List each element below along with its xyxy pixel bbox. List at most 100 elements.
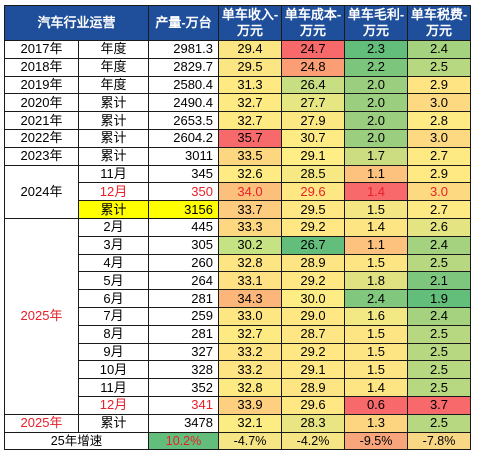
row-cost: 26.4 (281, 75, 345, 95)
growth-margin: -9.5% (344, 431, 408, 450)
row-group-label: 2024年 (4, 164, 79, 219)
row-output: 341 (148, 395, 219, 415)
row-output: 260 (148, 253, 219, 273)
row-tax: 2.5 (407, 342, 471, 362)
row-tax: 2.5 (407, 360, 471, 380)
row-margin: 0.6 (344, 395, 408, 415)
row-cost: 29.6 (281, 182, 345, 202)
row-cost: 29.2 (281, 342, 345, 362)
row-tax: 2.5 (407, 324, 471, 344)
row-revenue: 33.3 (218, 217, 282, 237)
table-row: 2019年 年度 2580.4 31.3 26.4 2.0 2.9 (4, 75, 471, 95)
row-output: 2604.2 (148, 128, 219, 148)
row-margin: 1.5 (344, 360, 408, 380)
table-row: 2023年 累计 3011 33.5 29.1 1.7 2.7 (4, 146, 471, 166)
row-cost: 27.7 (281, 93, 345, 113)
row-revenue: 29.4 (218, 40, 282, 59)
row-tax: 2.4 (407, 306, 471, 326)
row-period: 年度 (78, 40, 149, 59)
row-tax: 2.8 (407, 111, 471, 130)
row-cost: 30.7 (281, 128, 345, 148)
row-tax: 2.5 (407, 253, 471, 273)
row-tax: 2.4 (407, 40, 471, 59)
row-period: 6月 (78, 289, 149, 308)
row-cost: 29.1 (281, 360, 345, 380)
header-cost: 单车成本-万元 (281, 5, 345, 41)
row-output: 281 (148, 324, 219, 344)
row-output: 2490.4 (148, 93, 219, 113)
row-revenue: 33.9 (218, 395, 282, 415)
row-revenue: 33.0 (218, 306, 282, 326)
table-row: 累计 3156 33.7 29.5 1.5 2.7 (5, 200, 471, 219)
row-margin: 1.5 (344, 253, 408, 273)
row-period: 12月 (78, 182, 149, 202)
row-cost: 28.9 (281, 253, 345, 273)
row-margin: 2.4 (344, 289, 408, 308)
row-cost: 29.0 (281, 306, 345, 326)
row-output: 2981.3 (148, 40, 219, 59)
row-revenue: 32.7 (218, 93, 282, 113)
table-row: 10月 328 33.2 29.1 1.5 2.5 (5, 360, 471, 380)
row-period: 累计 (78, 93, 149, 113)
row-tax: 1.9 (407, 289, 471, 308)
row-tax: 2.5 (407, 57, 471, 77)
row-tax: 2.7 (407, 200, 471, 219)
row-margin: 1.5 (344, 342, 408, 362)
row-period: 2月 (78, 217, 149, 237)
table-row: 3月 305 30.2 26.7 1.1 2.4 (5, 235, 471, 255)
row-margin: 1.4 (344, 378, 408, 397)
table-row: 2024年 11月 345 32.6 28.5 1.1 2.9 (4, 164, 471, 219)
table-row: 9月 327 33.2 29.2 1.5 2.5 (5, 342, 471, 362)
row-margin: 1.1 (344, 164, 408, 184)
header-revenue: 单车收入-万元 (218, 5, 282, 41)
header-output: 产量-万台 (148, 5, 219, 41)
row-margin: 2.0 (344, 93, 408, 113)
growth-row: 25年增速 10.2% -4.7% -4.2% -9.5% -7.8% (4, 431, 471, 450)
row-period: 4月 (78, 253, 149, 273)
row-tax: 2.6 (407, 217, 471, 237)
row-group-label: 2018年 (4, 57, 79, 77)
row-tax: 3.7 (407, 395, 471, 415)
row-revenue: 30.2 (218, 235, 282, 255)
row-output: 2829.7 (148, 57, 219, 77)
row-period: 3月 (78, 235, 149, 255)
auto-industry-table-container: 汽车行业运营 产量-万台 单车收入-万元 单车成本-万元 单车毛利-万元 单车税… (4, 5, 471, 450)
row-margin: 1.1 (344, 235, 408, 255)
row-group-label: 2017年 (4, 40, 79, 59)
row-output: 305 (148, 235, 219, 255)
growth-tax: -7.8% (407, 431, 471, 450)
row-revenue: 32.6 (218, 164, 282, 184)
row-period: 累计 (78, 128, 149, 148)
row-tax: 3.0 (407, 128, 471, 148)
row-period: 9月 (78, 342, 149, 362)
row-output: 259 (148, 306, 219, 326)
row-margin: 1.5 (344, 200, 408, 219)
row-tax: 2.5 (407, 378, 471, 397)
growth-cost: -4.2% (281, 431, 345, 450)
row-cost: 28.9 (281, 378, 345, 397)
row-tax: 2.9 (407, 164, 471, 184)
row-output: 2653.5 (148, 111, 219, 130)
table-row: 2025年 累计 3478 32.1 28.3 1.3 2.5 (4, 413, 471, 433)
table-row: 2020年 累计 2490.4 32.7 27.7 2.0 3.0 (4, 93, 471, 113)
row-output: 281 (148, 289, 219, 308)
row-period: 累计 (78, 146, 149, 166)
header-row: 汽车行业运营 产量-万台 单车收入-万元 单车成本-万元 单车毛利-万元 单车税… (4, 5, 471, 41)
row-tax: 2.5 (407, 413, 471, 433)
row-margin: 1.7 (344, 146, 408, 166)
row-revenue: 34.0 (218, 182, 282, 202)
row-output: 350 (148, 182, 219, 202)
row-margin: 2.2 (344, 57, 408, 77)
row-output: 3011 (148, 146, 219, 166)
row-tax: 2.1 (407, 271, 471, 291)
row-margin: 1.5 (344, 324, 408, 344)
row-revenue: 33.2 (218, 342, 282, 362)
auto-industry-operations-table: 汽车行业运营 产量-万台 单车收入-万元 单车成本-万元 单车毛利-万元 单车税… (4, 5, 471, 450)
table-body: 2017年 年度 2981.3 29.4 24.7 2.3 2.4 2018年 年度 2829.7… (4, 40, 471, 450)
row-tax: 3.0 (407, 182, 471, 202)
row-period: 累计 (78, 413, 149, 433)
table-row: 2017年 年度 2981.3 29.4 24.7 2.3 2.4 (4, 40, 471, 59)
row-cost: 24.8 (281, 57, 345, 77)
row-cost: 26.7 (281, 235, 345, 255)
row-revenue: 32.7 (218, 111, 282, 130)
